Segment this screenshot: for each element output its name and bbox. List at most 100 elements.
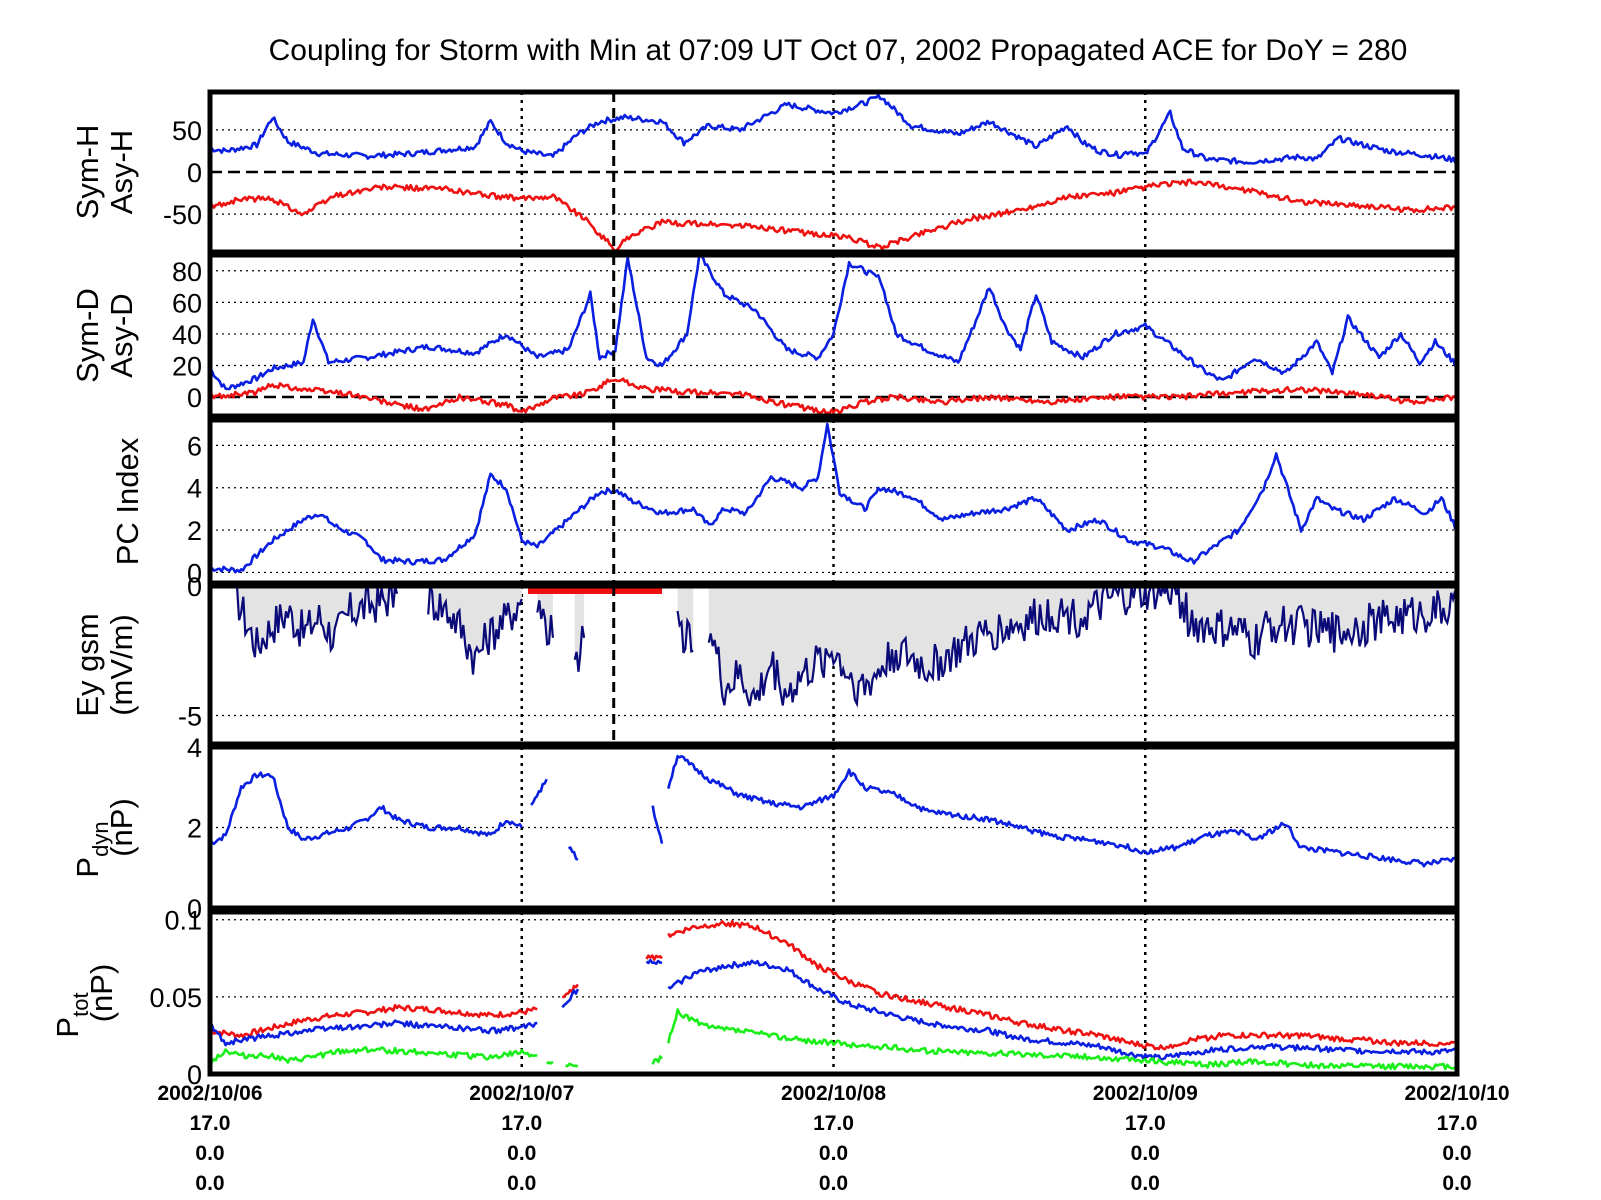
y-axis-label: Sym-D — [70, 288, 105, 383]
panel-frame — [207, 583, 1460, 747]
y-tick-label: -5 — [178, 702, 202, 732]
ptot-blue-series — [667, 959, 1457, 1062]
ptot-red-series — [645, 954, 663, 961]
ptot-blue-series — [210, 1019, 538, 1047]
panel-ptot: 0.1 0.05 0 Ptot(nP) — [50, 906, 1460, 1090]
y-axis-label: Ey gsm — [70, 613, 105, 716]
y-axis-label: Asy-H — [104, 130, 139, 214]
panel-frame — [207, 417, 1460, 586]
ey-series-line — [427, 586, 523, 675]
pdyn-blue-series — [567, 846, 579, 861]
ey-series-line — [707, 586, 1457, 708]
y-tick-label: 20 — [172, 351, 202, 381]
ptot-blue-series — [645, 958, 663, 966]
y-tick-label: -50 — [163, 200, 202, 230]
y-tick-label: 40 — [172, 320, 202, 350]
y-tick-label: 4 — [187, 474, 202, 504]
y-tick-label: 0.1 — [164, 906, 202, 936]
y-axis-label: Sym-H — [70, 125, 105, 220]
y-tick-label: 0 — [187, 383, 202, 413]
y-tick-label: 6 — [187, 431, 202, 461]
figure-title: Coupling for Storm with Min at 07:09 UT … — [269, 34, 1408, 67]
ey-series-line — [536, 600, 554, 646]
ey-series-line — [573, 625, 586, 672]
x-tick-value: 0.0 — [819, 1172, 848, 1195]
ptot-green-series — [565, 1062, 579, 1068]
symh-red-series — [210, 178, 1457, 252]
x-tick-value: 17.0 — [501, 1112, 542, 1135]
y-tick-label: 60 — [172, 288, 202, 318]
y-tick-label: 2 — [187, 814, 202, 844]
panel-frame — [207, 909, 1460, 1077]
y-tick-label: 2 — [187, 516, 202, 546]
ptot-green-series — [667, 1008, 1457, 1071]
symh-blue-series — [210, 93, 1457, 165]
y-tick-label: 80 — [172, 257, 202, 287]
x-tick-value: 17.0 — [1437, 1112, 1478, 1135]
x-tick-value: 0.0 — [1131, 1172, 1160, 1195]
y-tick-label: 0 — [187, 158, 202, 188]
y-axis-label: (mV/m) — [104, 614, 139, 716]
ptot-red-series — [561, 983, 579, 999]
y-tick-label: 0 — [187, 558, 202, 588]
x-tick-value: 0.0 — [195, 1172, 224, 1195]
x-tick-value: 17.0 — [1125, 1112, 1166, 1135]
ey-area — [574, 586, 585, 672]
pdyn-blue-series — [210, 771, 523, 846]
y-axis-label: Pdyn — [70, 821, 113, 877]
pdyn-blue-series — [651, 805, 664, 844]
y-axis-label: (nP) — [84, 964, 119, 1023]
y-axis-label: Ptot — [50, 992, 93, 1037]
y-tick-label: 50 — [172, 116, 202, 146]
y-axis-label: (nP) — [104, 798, 139, 857]
y-axis-label: PC Index — [110, 437, 145, 565]
ey-area — [677, 586, 694, 653]
y-tick-label: 0.05 — [149, 983, 202, 1013]
ey-series-line — [234, 586, 399, 658]
x-axis-labels: 2002/10/06 17.0 0.0 0.0 2002/10/07 17.0 0.0 0.0… — [157, 1082, 1509, 1195]
panel-pc: 6 4 2 0 PC Index — [110, 417, 1460, 588]
x-tick-date: 2002/10/06 — [157, 1082, 262, 1105]
y-tick-label: 4 — [187, 733, 202, 763]
panel-ey: 0 -5 Ey gsm (mV/m) — [70, 572, 1460, 747]
y-tick-label: 0 — [187, 1060, 202, 1090]
x-tick-value: 17.0 — [813, 1112, 854, 1135]
y-tick-label: 0 — [187, 572, 202, 602]
x-tick-value: 0.0 — [1131, 1142, 1160, 1165]
y-tick-label: 0 — [187, 894, 202, 924]
ey-area — [234, 586, 397, 658]
x-tick-date: 2002/10/07 — [469, 1082, 574, 1105]
x-tick-value: 0.0 — [819, 1142, 848, 1165]
x-tick-value: 0.0 — [195, 1142, 224, 1165]
panel-frame — [207, 252, 1460, 419]
y-axis-label: Asy-D — [104, 293, 139, 377]
ptot-green-series — [210, 1046, 538, 1064]
symd-red-series — [210, 377, 1457, 415]
x-tick-date: 2002/10/08 — [781, 1082, 886, 1105]
panel-frame — [207, 89, 1460, 255]
symd-blue-series — [210, 255, 1457, 391]
x-tick-value: 17.0 — [190, 1112, 231, 1135]
pdyn-blue-series — [667, 754, 1457, 868]
x-tick-value: 0.0 — [507, 1142, 536, 1165]
panel-symh: 50 0 -50 Sym-H Asy-H — [70, 89, 1460, 255]
x-tick-date: 2002/10/09 — [1093, 1082, 1198, 1105]
ptot-red-series — [667, 919, 1457, 1051]
pdyn-blue-series — [530, 778, 548, 806]
ey-area — [428, 586, 522, 675]
panel-pdyn: 4 2 0 Pdyn(nP) — [70, 733, 1460, 924]
panel-frame — [207, 744, 1460, 911]
x-tick-value: 0.0 — [1442, 1172, 1471, 1195]
x-tick-value: 0.0 — [1442, 1142, 1471, 1165]
ey-area — [708, 586, 1457, 706]
x-tick-value: 0.0 — [507, 1172, 536, 1195]
ptot-red-series — [210, 1003, 538, 1039]
ptot-green-series — [546, 1060, 554, 1065]
ptot-blue-series — [561, 988, 580, 1009]
ptot-green-series — [651, 1055, 663, 1065]
ey-series-line — [676, 610, 694, 654]
pc-blue-series — [210, 422, 1457, 574]
